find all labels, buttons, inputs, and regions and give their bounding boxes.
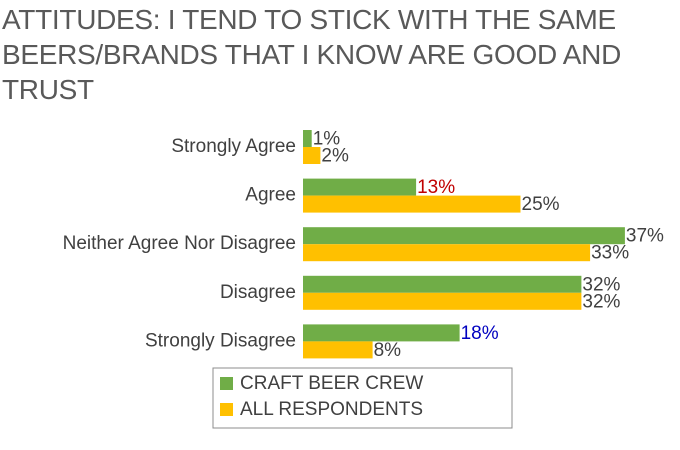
bar — [303, 178, 417, 196]
value-label: 37% — [626, 226, 664, 247]
value-label: 18% — [461, 323, 499, 344]
legend-box — [212, 367, 513, 429]
category-label: Strongly Agree — [171, 136, 296, 157]
value-label: 32% — [582, 274, 620, 295]
bar — [303, 147, 321, 164]
value-label: 13% — [417, 177, 455, 198]
legend-label: CRAFT BEER CREW — [240, 373, 423, 394]
value-label: 1% — [313, 129, 341, 150]
bar — [303, 324, 460, 342]
bar — [303, 341, 373, 359]
legend-swatch — [220, 377, 233, 390]
bar — [303, 244, 591, 262]
bar — [303, 130, 312, 147]
legend-label: ALL RESPONDENTS — [240, 399, 423, 420]
category-label: Agree — [245, 185, 296, 206]
value-label: 25% — [522, 194, 560, 215]
value-label: 2% — [321, 146, 349, 167]
bar — [303, 292, 582, 310]
bar — [303, 195, 521, 213]
chart-title: ATTITUDES: I TEND TO STICK WITH THE SAME… — [2, 4, 622, 105]
bar — [303, 227, 625, 245]
value-label: 32% — [582, 291, 620, 312]
category-label: Neither Agree Nor Disagree — [63, 233, 296, 254]
legend-swatch — [220, 403, 233, 416]
bar — [303, 275, 582, 293]
category-label: Disagree — [220, 282, 296, 303]
value-label: 33% — [591, 243, 629, 264]
category-label: Strongly Disagree — [145, 330, 296, 351]
value-label: 8% — [374, 340, 402, 361]
